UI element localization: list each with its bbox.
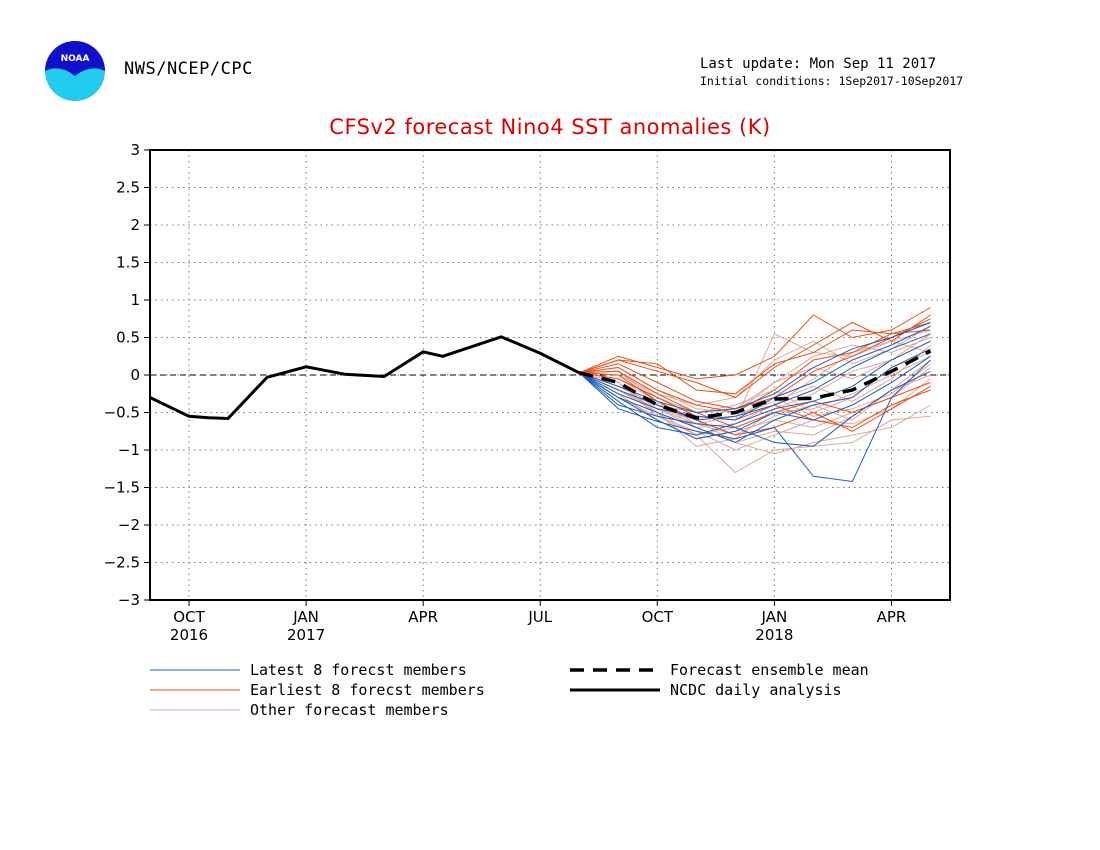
y-tick-label: 1.5 [116,254,140,272]
legend-label: Forecast ensemble mean [670,661,869,679]
y-tick-label: −1 [118,441,140,459]
latest-member-line [579,333,931,421]
earliest-member-line [579,322,931,395]
latest-member-line [579,325,931,421]
logo-top-half [45,41,105,76]
legend-label: Other forecast members [250,701,449,719]
chart-title: CFSv2 forecast Nino4 SST anomalies (K) [329,115,770,139]
x-tick-label: JUL [527,608,552,626]
ensemble-mean-line [578,349,932,420]
legend-label: NCDC daily analysis [670,681,842,699]
logo-text: NOAA [61,54,90,64]
y-tick-label: −0.5 [104,404,140,422]
y-tick-label: 2 [130,216,140,234]
legend: Latest 8 forecst members Forecast ensembl… [150,661,869,719]
x-tick-year: 2018 [755,626,793,644]
x-tick-label: JAN [292,608,319,626]
x-tick-label: APR [408,608,438,626]
latest-member-line [579,340,931,436]
other-member-line [579,372,931,474]
x-tick-year: 2017 [287,626,325,644]
y-axis: 3 2.5 2 1.5 1 0.5 0 −0.5 −1 −1.5 −2 −2.5 −3 [104,141,150,609]
agency-label: NWS/NCEP/CPC [124,59,253,79]
latest-member-line [578,370,931,447]
earliest-member-line [579,370,931,429]
x-tick-label: OCT [173,608,205,626]
y-tick-label: 0.5 [116,329,140,347]
noaa-logo: NOAA [45,41,105,101]
legend-label: Earliest 8 forecst members [250,681,485,699]
y-tick-label: 0 [130,366,140,384]
x-tick-label: JAN [761,608,788,626]
y-tick-label: 3 [130,141,140,159]
observed-analysis-line [149,335,580,421]
latest-member-line [579,322,931,414]
grid [150,150,950,600]
latest-member-line [578,359,931,483]
legend-label: Latest 8 forecst members [250,661,467,679]
y-tick-label: −2.5 [104,554,140,572]
earliest-member-line [579,318,931,410]
y-tick-label: −1.5 [104,479,140,497]
initial-conditions: Initial conditions: 1Sep2017-10Sep2017 [700,74,964,88]
other-member-line [579,372,931,444]
y-tick-label: −2 [118,516,140,534]
x-tick-label: OCT [642,608,674,626]
earliest-member-line [579,307,931,380]
y-tick-label: −3 [118,591,140,609]
x-tick-label: APR [877,608,907,626]
x-tick-year: 2016 [170,626,208,644]
y-tick-label: 1 [130,291,140,309]
last-update: Last update: Mon Sep 11 2017 [700,56,937,72]
y-tick-label: 2.5 [116,179,140,197]
latest-member-line [579,355,931,440]
